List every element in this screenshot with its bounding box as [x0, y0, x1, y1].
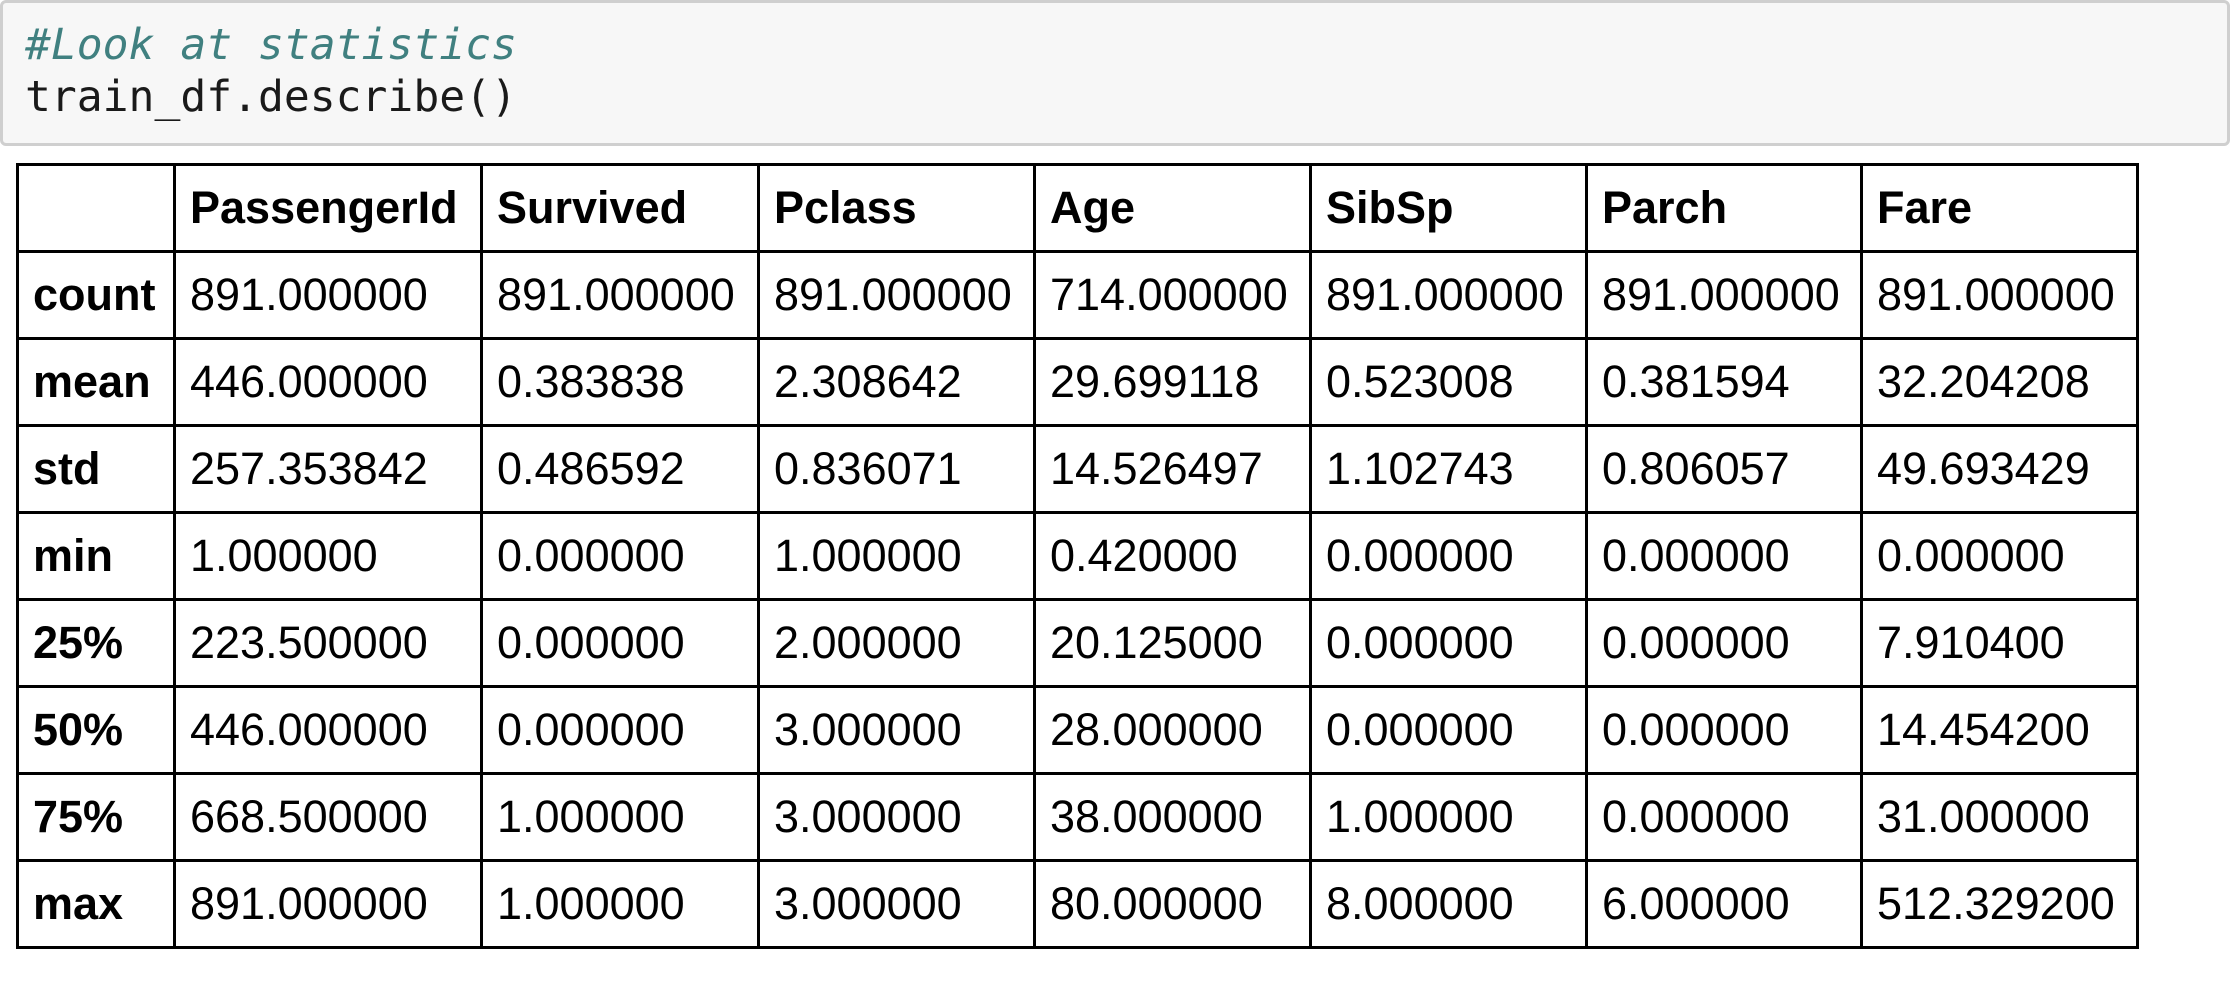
table-row: min 1.000000 0.000000 1.000000 0.420000 0.000… [16, 511, 2139, 601]
table-cell: 3.000000 [757, 685, 1036, 775]
table-row: std 257.353842 0.486592 0.836071 14.526497 1.… [16, 424, 2139, 514]
table-cell: 1.000000 [1309, 772, 1588, 862]
table-cell: 1.000000 [173, 511, 483, 601]
table-cell: 0.000000 [1309, 685, 1588, 775]
table-header: PassengerId Survived Pclass Age SibSp Pa… [16, 163, 2139, 253]
table-cell: 891.000000 [173, 859, 483, 949]
row-label: mean [16, 337, 176, 427]
table-cell: 512.329200 [1860, 859, 2139, 949]
table-cell: 0.806057 [1585, 424, 1863, 514]
header-row: PassengerId Survived Pclass Age SibSp Pa… [16, 163, 2139, 253]
table-cell: 891.000000 [1860, 250, 2139, 340]
table-cell: 0.000000 [480, 598, 760, 688]
table-cell: 38.000000 [1033, 772, 1312, 862]
table-cell: 28.000000 [1033, 685, 1312, 775]
table-cell: 0.000000 [1585, 511, 1863, 601]
table-cell: 0.000000 [1860, 511, 2139, 601]
table-cell: 2.308642 [757, 337, 1036, 427]
column-header: Survived [480, 163, 760, 253]
table-cell: 7.910400 [1860, 598, 2139, 688]
table-cell: 891.000000 [1585, 250, 1863, 340]
table-cell: 891.000000 [480, 250, 760, 340]
table-cell: 0.486592 [480, 424, 760, 514]
table-cell: 29.699118 [1033, 337, 1312, 427]
column-header: Parch [1585, 163, 1863, 253]
table-cell: 714.000000 [1033, 250, 1312, 340]
row-label: 50% [16, 685, 176, 775]
table-cell: 891.000000 [1309, 250, 1588, 340]
table-row: 25% 223.500000 0.000000 2.000000 20.125000 0.… [16, 598, 2139, 688]
column-header: SibSp [1309, 163, 1588, 253]
table-cell: 0.000000 [1309, 511, 1588, 601]
table-cell: 446.000000 [173, 685, 483, 775]
table-cell: 0.383838 [480, 337, 760, 427]
row-label: 25% [16, 598, 176, 688]
table-row: max 891.000000 1.000000 3.000000 80.000000 8.… [16, 859, 2139, 949]
table-cell: 668.500000 [173, 772, 483, 862]
table-cell: 8.000000 [1309, 859, 1588, 949]
table-cell: 31.000000 [1860, 772, 2139, 862]
column-header: Age [1033, 163, 1312, 253]
describe-table: PassengerId Survived Pclass Age SibSp Pa… [16, 163, 2139, 949]
table-row: 75% 668.500000 1.000000 3.000000 38.000000 1.… [16, 772, 2139, 862]
column-header: Fare [1860, 163, 2139, 253]
table-cell: 446.000000 [173, 337, 483, 427]
code-comment: #Look at statistics [25, 20, 517, 70]
table-row: mean 446.000000 0.383838 2.308642 29.699118 0… [16, 337, 2139, 427]
table-cell: 6.000000 [1585, 859, 1863, 949]
row-label: std [16, 424, 176, 514]
table-cell: 891.000000 [173, 250, 483, 340]
table-cell: 1.000000 [480, 772, 760, 862]
table-cell: 80.000000 [1033, 859, 1312, 949]
table-cell: 0.420000 [1033, 511, 1312, 601]
row-label: 75% [16, 772, 176, 862]
table-cell: 1.102743 [1309, 424, 1588, 514]
table-body: count 891.000000 891.000000 891.000000 714.0… [16, 250, 2139, 949]
table-cell: 20.125000 [1033, 598, 1312, 688]
table-cell: 49.693429 [1860, 424, 2139, 514]
table-cell: 32.204208 [1860, 337, 2139, 427]
code-line: train_df.describe() [25, 72, 517, 122]
column-header-index [16, 163, 176, 253]
column-header: PassengerId [173, 163, 483, 253]
table-cell: 0.000000 [480, 511, 760, 601]
table-cell: 0.000000 [1585, 772, 1863, 862]
table-cell: 0.000000 [1585, 685, 1863, 775]
table-cell: 3.000000 [757, 772, 1036, 862]
table-cell: 3.000000 [757, 859, 1036, 949]
table-row: 50% 446.000000 0.000000 3.000000 28.000000 0.… [16, 685, 2139, 775]
table-cell: 0.000000 [480, 685, 760, 775]
table-cell: 1.000000 [480, 859, 760, 949]
row-label: max [16, 859, 176, 949]
code-cell[interactable]: #Look at statistics train_df.describe() [0, 0, 2230, 146]
table-cell: 0.523008 [1309, 337, 1588, 427]
table-cell: 223.500000 [173, 598, 483, 688]
row-label: count [16, 250, 176, 340]
table-cell: 14.526497 [1033, 424, 1312, 514]
table-cell: 14.454200 [1860, 685, 2139, 775]
output-area: PassengerId Survived Pclass Age SibSp Pa… [16, 163, 2139, 949]
table-row: count 891.000000 891.000000 891.000000 714.0… [16, 250, 2139, 340]
table-cell: 0.000000 [1309, 598, 1588, 688]
table-cell: 891.000000 [757, 250, 1036, 340]
table-cell: 257.353842 [173, 424, 483, 514]
table-cell: 0.000000 [1585, 598, 1863, 688]
table-cell: 0.836071 [757, 424, 1036, 514]
column-header: Pclass [757, 163, 1036, 253]
table-cell: 2.000000 [757, 598, 1036, 688]
table-cell: 0.381594 [1585, 337, 1863, 427]
row-label: min [16, 511, 176, 601]
table-cell: 1.000000 [757, 511, 1036, 601]
